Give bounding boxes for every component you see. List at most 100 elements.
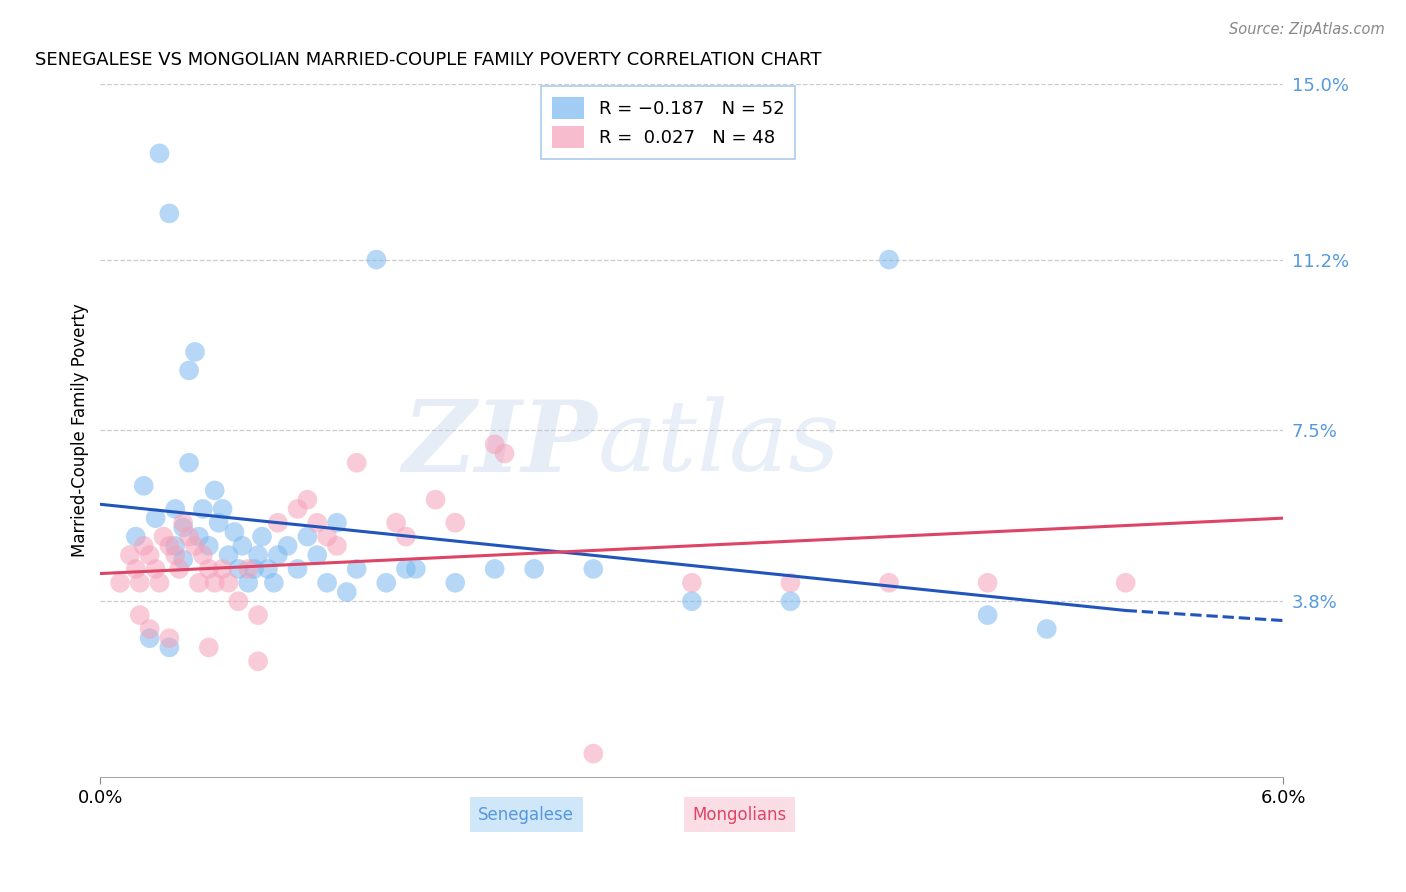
Point <box>247 548 270 562</box>
Point <box>148 146 170 161</box>
Point <box>172 520 194 534</box>
Point <box>316 575 339 590</box>
Point <box>218 575 240 590</box>
Point <box>177 456 200 470</box>
Point <box>267 548 290 562</box>
Point <box>231 539 253 553</box>
Point <box>681 575 703 590</box>
Point <box>681 594 703 608</box>
Point <box>145 511 167 525</box>
Point <box>307 548 329 562</box>
Point <box>177 530 200 544</box>
Text: ZIP: ZIP <box>402 396 598 492</box>
Point <box>167 562 190 576</box>
Point <box>177 363 200 377</box>
Point <box>198 562 221 576</box>
Point <box>132 479 155 493</box>
Point <box>366 252 388 267</box>
Text: atlas: atlas <box>598 397 839 491</box>
Point <box>191 548 214 562</box>
Text: SENEGALESE VS MONGOLIAN MARRIED-COUPLE FAMILY POVERTY CORRELATION CHART: SENEGALESE VS MONGOLIAN MARRIED-COUPLE F… <box>35 51 821 69</box>
Point <box>224 524 246 539</box>
Point <box>238 562 260 576</box>
Point <box>877 575 900 590</box>
Point <box>184 345 207 359</box>
Point <box>287 562 309 576</box>
Y-axis label: Married-Couple Family Poverty: Married-Couple Family Poverty <box>72 303 89 558</box>
Point <box>184 539 207 553</box>
Point <box>138 631 160 645</box>
Point <box>582 562 605 576</box>
Point <box>425 492 447 507</box>
Point <box>375 575 398 590</box>
Point <box>263 575 285 590</box>
Point <box>247 654 270 668</box>
Point <box>484 437 506 451</box>
Point <box>157 206 180 220</box>
Point <box>157 640 180 655</box>
Point <box>779 575 801 590</box>
Point <box>336 585 359 599</box>
Point <box>145 562 167 576</box>
Point <box>250 530 273 544</box>
Point <box>208 516 231 530</box>
Point <box>243 562 266 576</box>
Point <box>187 530 209 544</box>
Point <box>326 539 349 553</box>
Point <box>444 575 467 590</box>
Point <box>395 530 418 544</box>
Point <box>128 608 150 623</box>
Point <box>132 539 155 553</box>
Point <box>228 562 250 576</box>
Point <box>211 562 233 576</box>
Point <box>297 530 319 544</box>
Point <box>494 446 516 460</box>
Point <box>187 575 209 590</box>
Point <box>165 539 187 553</box>
Point <box>152 530 174 544</box>
Text: Senegalese: Senegalese <box>478 805 574 824</box>
Point <box>165 502 187 516</box>
Point <box>172 552 194 566</box>
Point <box>877 252 900 267</box>
Point <box>138 548 160 562</box>
Point <box>157 539 180 553</box>
Point <box>172 516 194 530</box>
Point <box>247 608 270 623</box>
Point <box>257 562 280 576</box>
Point <box>444 516 467 530</box>
Point <box>125 530 148 544</box>
Point <box>316 530 339 544</box>
Point <box>582 747 605 761</box>
Point <box>287 502 309 516</box>
Text: Mongolians: Mongolians <box>692 805 786 824</box>
Point <box>385 516 408 530</box>
Point <box>346 562 368 576</box>
Point <box>228 594 250 608</box>
Point <box>976 608 998 623</box>
Point <box>523 562 546 576</box>
Point <box>108 575 131 590</box>
Point <box>395 562 418 576</box>
Point <box>326 516 349 530</box>
Point <box>191 502 214 516</box>
Point <box>198 539 221 553</box>
Legend: R = −0.187   N = 52, R =  0.027   N = 48: R = −0.187 N = 52, R = 0.027 N = 48 <box>541 87 796 159</box>
Point <box>218 548 240 562</box>
Point <box>211 502 233 516</box>
Point <box>779 594 801 608</box>
Text: Source: ZipAtlas.com: Source: ZipAtlas.com <box>1229 22 1385 37</box>
Point <box>267 516 290 530</box>
Point <box>138 622 160 636</box>
Point <box>204 575 226 590</box>
Point <box>238 575 260 590</box>
Point <box>405 562 427 576</box>
Point <box>198 640 221 655</box>
Point <box>346 456 368 470</box>
Point <box>277 539 299 553</box>
Point <box>125 562 148 576</box>
Point <box>307 516 329 530</box>
Point <box>976 575 998 590</box>
Point <box>118 548 141 562</box>
Point <box>484 562 506 576</box>
